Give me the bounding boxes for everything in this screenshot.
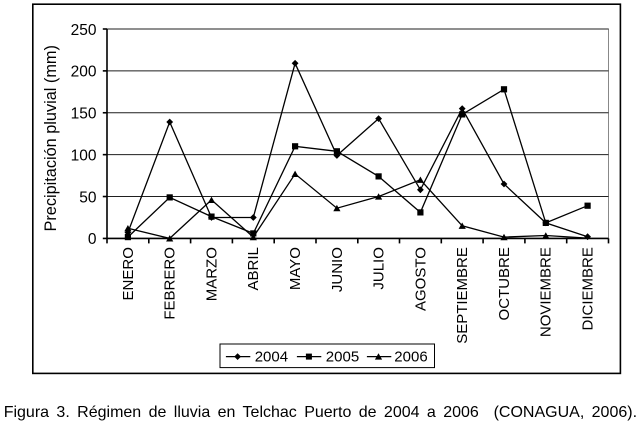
svg-text:MAYO: MAYO: [287, 247, 304, 290]
svg-text:100: 100: [71, 147, 97, 164]
svg-text:OCTUBRE: OCTUBRE: [496, 247, 513, 320]
svg-text:AGOSTO: AGOSTO: [412, 247, 429, 311]
svg-text:JULIO: JULIO: [371, 247, 388, 290]
svg-text:ENERO: ENERO: [120, 247, 137, 300]
svg-text:2004: 2004: [255, 349, 288, 366]
svg-text:NOVIEMBRE: NOVIEMBRE: [538, 247, 555, 337]
svg-text:DICIEMBRE: DICIEMBRE: [580, 247, 597, 330]
svg-text:JUNIO: JUNIO: [329, 247, 346, 292]
svg-text:250: 250: [71, 22, 97, 39]
svg-text:SEPTIEMBRE: SEPTIEMBRE: [454, 247, 471, 344]
svg-text:ABRIL: ABRIL: [245, 247, 262, 290]
svg-text:200: 200: [71, 64, 97, 81]
svg-text:2005: 2005: [326, 349, 359, 366]
svg-text:0: 0: [88, 231, 97, 248]
svg-text:150: 150: [71, 106, 97, 123]
svg-text:FEBRERO: FEBRERO: [162, 247, 179, 320]
svg-text:MARZO: MARZO: [203, 247, 220, 301]
svg-text:Precipitación pluvial (mm): Precipitación pluvial (mm): [42, 45, 60, 231]
svg-text:Figura 3. Régimen de lluvia en: Figura 3. Régimen de lluvia en Telchac P…: [4, 404, 637, 421]
svg-text:50: 50: [79, 189, 97, 206]
svg-text:2006: 2006: [394, 349, 427, 366]
